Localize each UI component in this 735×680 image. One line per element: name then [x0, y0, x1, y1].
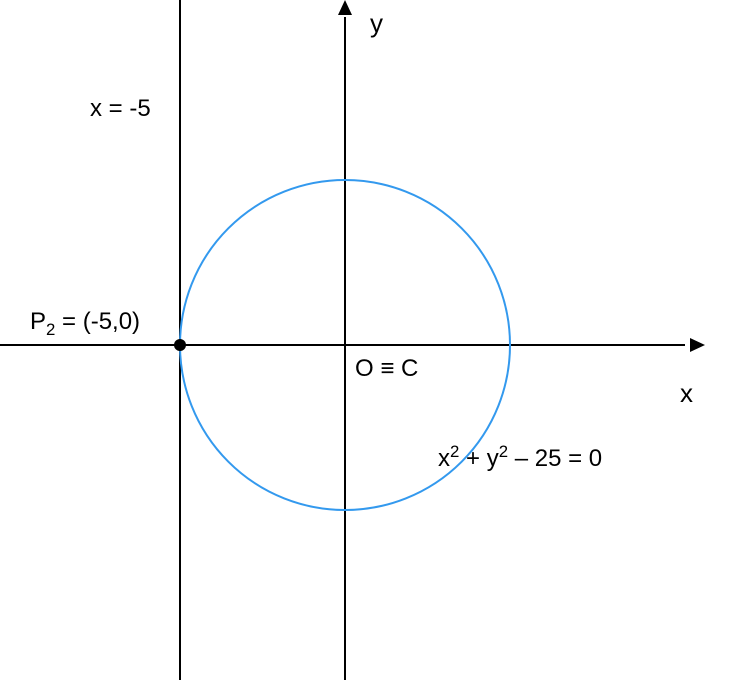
p2-prefix: P — [30, 308, 46, 335]
origin-label: O ≡ C — [355, 355, 418, 383]
point-p2 — [174, 339, 186, 351]
diagram-canvas: y x x = -5 P2 = (-5,0) O ≡ C x2 + y2 – 2… — [0, 0, 735, 680]
circle-eq-sup2: 2 — [499, 442, 508, 461]
circle-eq-plus-y: + y — [459, 445, 498, 472]
circle-eq-rest: – 25 = 0 — [508, 445, 602, 472]
p2-label: P2 = (-5,0) — [30, 308, 140, 340]
x-axis-label: x — [680, 378, 693, 409]
circle-eq-x: x — [438, 445, 450, 472]
p2-suffix: = (-5,0) — [55, 308, 140, 335]
p2-sub: 2 — [46, 320, 55, 339]
circle-eq-sup1: 2 — [450, 442, 459, 461]
line-equation-label: x = -5 — [90, 95, 151, 123]
x-axis-arrow — [690, 338, 705, 352]
y-axis-arrow — [338, 0, 352, 15]
circle-equation-label: x2 + y2 – 25 = 0 — [438, 442, 602, 473]
y-axis-label: y — [370, 8, 383, 39]
